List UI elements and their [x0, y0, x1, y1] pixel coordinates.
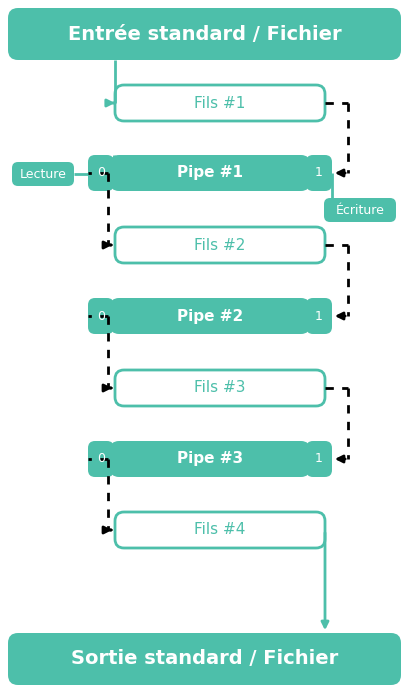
FancyBboxPatch shape — [115, 512, 325, 548]
Text: 0: 0 — [97, 453, 105, 466]
Text: 0: 0 — [97, 166, 105, 179]
Text: 1: 1 — [315, 453, 323, 466]
Text: Fils #4: Fils #4 — [194, 523, 246, 538]
FancyBboxPatch shape — [12, 162, 74, 186]
Text: Fils #1: Fils #1 — [194, 96, 246, 110]
FancyBboxPatch shape — [88, 155, 114, 191]
Text: Pipe #1: Pipe #1 — [177, 166, 243, 180]
Text: Lecture: Lecture — [20, 168, 66, 180]
Text: 1: 1 — [315, 166, 323, 179]
FancyBboxPatch shape — [324, 198, 396, 222]
Text: Pipe #2: Pipe #2 — [177, 308, 243, 324]
Text: Pipe #3: Pipe #3 — [177, 452, 243, 466]
FancyBboxPatch shape — [110, 155, 310, 191]
Text: Fils #3: Fils #3 — [194, 380, 246, 396]
Text: Écriture: Écriture — [335, 204, 384, 216]
FancyBboxPatch shape — [88, 441, 114, 477]
FancyBboxPatch shape — [115, 227, 325, 263]
FancyBboxPatch shape — [306, 441, 332, 477]
FancyBboxPatch shape — [8, 633, 401, 685]
FancyBboxPatch shape — [306, 298, 332, 334]
Text: 1: 1 — [315, 310, 323, 322]
FancyBboxPatch shape — [306, 155, 332, 191]
Text: Fils #2: Fils #2 — [194, 238, 246, 252]
FancyBboxPatch shape — [88, 298, 114, 334]
Text: Entrée standard / Fichier: Entrée standard / Fichier — [67, 24, 342, 44]
Text: Sortie standard / Fichier: Sortie standard / Fichier — [71, 649, 338, 669]
FancyBboxPatch shape — [110, 298, 310, 334]
Text: 0: 0 — [97, 310, 105, 322]
FancyBboxPatch shape — [115, 370, 325, 406]
FancyBboxPatch shape — [8, 8, 401, 60]
FancyBboxPatch shape — [110, 441, 310, 477]
FancyBboxPatch shape — [115, 85, 325, 121]
